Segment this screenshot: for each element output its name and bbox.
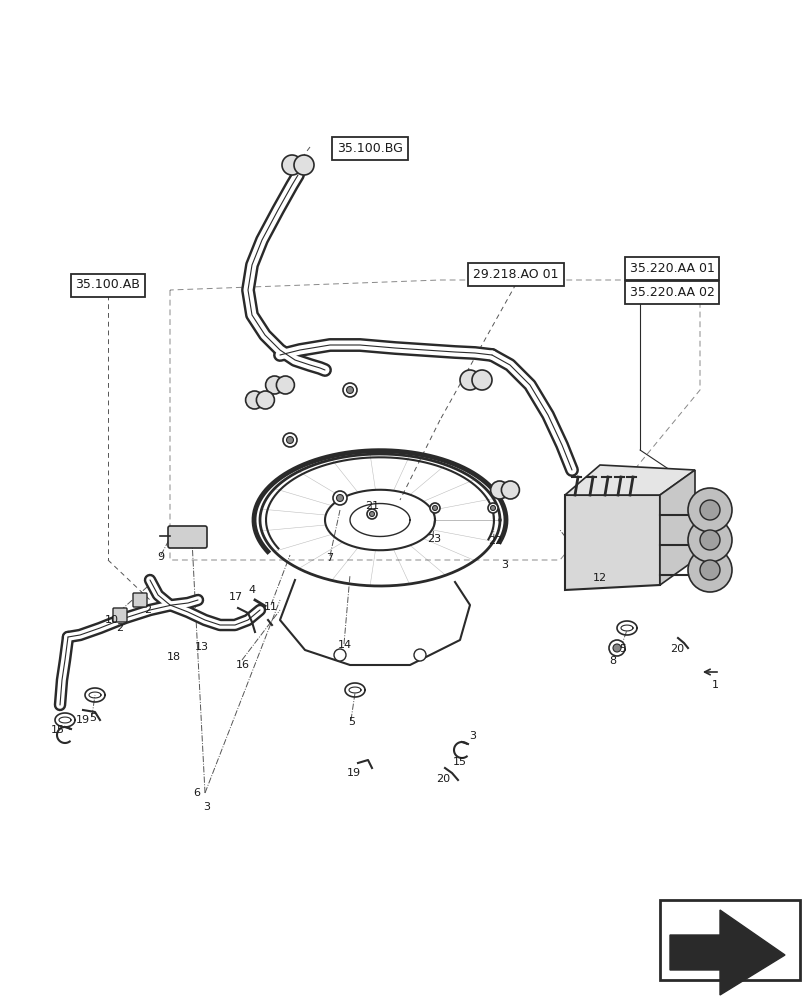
Circle shape bbox=[490, 506, 495, 510]
Text: 35.220.AA 01: 35.220.AA 01 bbox=[629, 261, 714, 274]
Circle shape bbox=[699, 560, 719, 580]
Text: 20: 20 bbox=[436, 774, 449, 784]
Text: 29.218.AO 01: 29.218.AO 01 bbox=[473, 267, 558, 280]
Circle shape bbox=[256, 391, 274, 409]
Text: 12: 12 bbox=[592, 573, 607, 583]
FancyBboxPatch shape bbox=[113, 608, 127, 622]
Text: 5: 5 bbox=[89, 713, 97, 723]
Text: 2: 2 bbox=[144, 605, 152, 615]
Text: 5: 5 bbox=[348, 717, 355, 727]
Circle shape bbox=[471, 370, 491, 390]
Text: 15: 15 bbox=[51, 725, 65, 735]
Circle shape bbox=[283, 433, 297, 447]
Circle shape bbox=[687, 488, 731, 532]
FancyBboxPatch shape bbox=[133, 593, 147, 607]
Text: 6: 6 bbox=[193, 788, 200, 798]
Text: 35.100.AB: 35.100.AB bbox=[75, 278, 140, 292]
Circle shape bbox=[346, 386, 353, 393]
Text: 22: 22 bbox=[487, 536, 501, 546]
Text: 14: 14 bbox=[337, 640, 352, 650]
Text: 7: 7 bbox=[326, 553, 333, 563]
Text: 19: 19 bbox=[76, 715, 90, 725]
Circle shape bbox=[245, 391, 264, 409]
Circle shape bbox=[490, 481, 508, 499]
Text: 3: 3 bbox=[469, 731, 476, 741]
Text: 8: 8 bbox=[609, 656, 616, 666]
Text: 11: 11 bbox=[264, 602, 277, 612]
Text: 5: 5 bbox=[619, 644, 626, 654]
Circle shape bbox=[699, 500, 719, 520]
Text: 2: 2 bbox=[116, 623, 123, 633]
Circle shape bbox=[414, 649, 426, 661]
Polygon shape bbox=[564, 495, 659, 590]
Bar bbox=[659, 900, 799, 980]
Circle shape bbox=[687, 518, 731, 562]
Circle shape bbox=[500, 481, 519, 499]
Text: 1: 1 bbox=[710, 680, 718, 690]
Circle shape bbox=[369, 512, 374, 516]
Circle shape bbox=[276, 376, 294, 394]
Circle shape bbox=[342, 383, 357, 397]
Circle shape bbox=[265, 376, 283, 394]
Text: 15: 15 bbox=[453, 757, 466, 767]
Text: 9: 9 bbox=[157, 552, 165, 562]
Polygon shape bbox=[669, 910, 784, 995]
Text: 18: 18 bbox=[167, 652, 181, 662]
Circle shape bbox=[333, 649, 345, 661]
Circle shape bbox=[699, 530, 719, 550]
Text: 4: 4 bbox=[248, 585, 255, 595]
Text: 19: 19 bbox=[346, 768, 361, 778]
Circle shape bbox=[487, 503, 497, 513]
Circle shape bbox=[333, 491, 346, 505]
Circle shape bbox=[336, 494, 343, 502]
Text: 10: 10 bbox=[105, 615, 119, 625]
Polygon shape bbox=[564, 465, 694, 495]
Text: 23: 23 bbox=[427, 534, 440, 544]
Text: 13: 13 bbox=[195, 642, 208, 652]
Text: 16: 16 bbox=[236, 660, 250, 670]
Circle shape bbox=[432, 506, 437, 510]
Text: 20: 20 bbox=[669, 644, 683, 654]
Circle shape bbox=[612, 644, 620, 652]
Circle shape bbox=[367, 509, 376, 519]
Circle shape bbox=[687, 548, 731, 592]
Text: 3: 3 bbox=[501, 560, 508, 570]
Text: 21: 21 bbox=[364, 501, 379, 511]
FancyBboxPatch shape bbox=[168, 526, 207, 548]
Text: 3: 3 bbox=[204, 802, 210, 812]
Text: 17: 17 bbox=[229, 592, 242, 602]
Polygon shape bbox=[659, 470, 694, 585]
Circle shape bbox=[430, 503, 440, 513]
Text: 35.220.AA 02: 35.220.AA 02 bbox=[629, 286, 714, 298]
Circle shape bbox=[286, 436, 293, 444]
Circle shape bbox=[281, 155, 302, 175]
Circle shape bbox=[460, 370, 479, 390]
Text: 35.100.BG: 35.100.BG bbox=[337, 141, 402, 154]
Circle shape bbox=[294, 155, 314, 175]
Circle shape bbox=[608, 640, 624, 656]
